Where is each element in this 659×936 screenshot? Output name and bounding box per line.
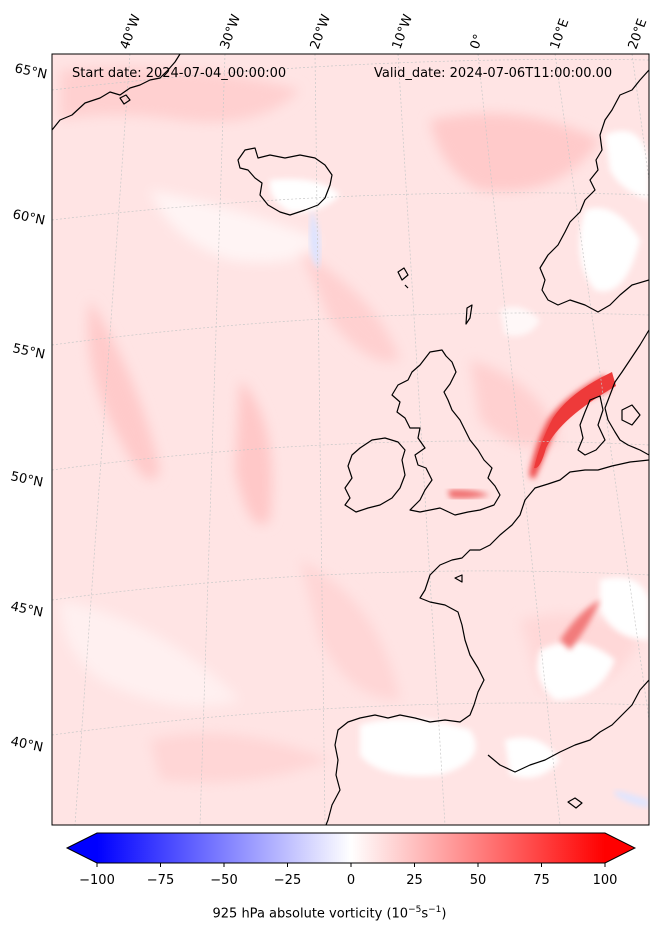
- latitude-label-1: 60°N: [11, 207, 46, 228]
- colorbar-gradient: [97, 833, 605, 863]
- longitude-label-2: 20°W: [308, 12, 334, 51]
- negative-vorticity-patch-south: [615, 790, 649, 808]
- colorbar-tick-label-3: −25: [274, 873, 301, 888]
- start-date-label: Start date: 2024-07-04_00:00:00: [72, 66, 287, 81]
- norway-coast: [539, 69, 649, 313]
- colorbar-tick-label-6: 50: [470, 873, 487, 888]
- colorbar-tick-label-5: 25: [406, 873, 423, 888]
- mediterranean-coast: [487, 679, 649, 773]
- colorbar-label-mid: s: [421, 906, 429, 922]
- vorticity-band-core: [534, 372, 616, 469]
- vorticity-spot-france: [560, 600, 600, 650]
- colorbar-tick-label-1: −75: [147, 873, 174, 888]
- great-britain-coast: [391, 349, 501, 516]
- colorbar-label-exp1: −5: [408, 905, 422, 915]
- ireland-coast: [344, 437, 406, 513]
- longitude-label-4: 0°: [468, 32, 487, 51]
- longitude-label-5: 10°E: [548, 17, 573, 52]
- colorbar-extend-high: [605, 833, 635, 863]
- colorbar-label-exp2: −1: [428, 905, 442, 915]
- iceland-coast: [237, 147, 333, 216]
- colorbar-tick-label-2: −50: [210, 873, 237, 888]
- latitude-label-5: 40°N: [9, 734, 44, 755]
- longitude-label-0: 40°W: [118, 12, 144, 51]
- low-vorticity-areas: [269, 130, 649, 778]
- colorbar-tick-label-0: −100: [79, 873, 115, 888]
- colorbar-tick-label-7: 75: [533, 873, 550, 888]
- valid-date-label: Valid_date: 2024-07-06T11:00:00.00: [374, 66, 613, 81]
- colorbar-label-prefix: 925 hPa absolute vorticity (10: [212, 906, 409, 922]
- coastlines: [52, 54, 649, 825]
- colorbar-label: 925 hPa absolute vorticity (10−5s−1): [0, 905, 659, 921]
- colorbar-tick-label-8: 100: [593, 873, 618, 888]
- vorticity-patches: [60, 67, 640, 783]
- colorbar-extend-low: [67, 833, 97, 863]
- map-panel: [52, 54, 649, 825]
- latitude-label-4: 45°N: [9, 599, 44, 620]
- sweden-coast: [604, 329, 649, 456]
- longitude-label-1: 30°W: [218, 12, 244, 51]
- colorbar-ticks: −100 −75 −50 −25 0 25 50 75 100: [79, 863, 617, 888]
- colorbar: −100 −75 −50 −25 0 25 50 75 100: [65, 832, 637, 888]
- latitude-label-2: 55°N: [11, 341, 46, 362]
- colorbar-label-suffix: ): [441, 906, 447, 922]
- longitude-label-3: 10°W: [390, 12, 416, 51]
- vorticity-spot-uk: [448, 489, 490, 499]
- latitude-label-0: 65°N: [13, 61, 48, 82]
- continental-coast: [325, 459, 649, 825]
- latitude-label-3: 50°N: [9, 469, 44, 490]
- graticule: [52, 54, 649, 825]
- colorbar-tick-label-4: 0: [347, 873, 355, 888]
- longitude-label-6: 20°E: [626, 17, 651, 52]
- greenland-coast: [52, 54, 181, 131]
- denmark-coast: [577, 395, 606, 456]
- map-frame: [51, 53, 650, 826]
